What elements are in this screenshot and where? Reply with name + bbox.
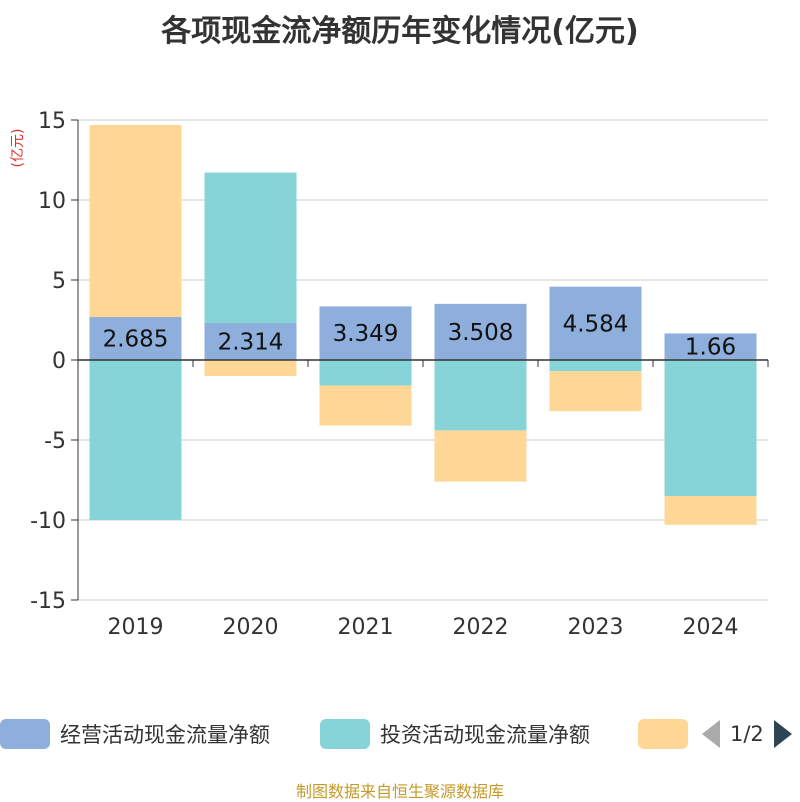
- bar-2022-series-2[interactable]: [434, 430, 527, 482]
- bar-2022-series-0[interactable]: [434, 303, 527, 360]
- y-tick-label: -15: [30, 589, 66, 614]
- data-label-2024: 1.66: [685, 335, 736, 361]
- bar-2021-series-0[interactable]: [319, 306, 412, 360]
- legend-item-financing[interactable]: [638, 716, 698, 752]
- y-tick-label: 10: [38, 189, 66, 214]
- x-tick-label: 2021: [338, 615, 394, 640]
- data-label-2019: 2.685: [103, 327, 169, 353]
- legend-swatch-operating: [0, 719, 50, 749]
- bar-2023-series-0[interactable]: [549, 286, 642, 360]
- source-note: 制图数据来自恒生聚源数据库: [295, 782, 504, 801]
- x-tick-label: 2022: [453, 615, 509, 640]
- legend-swatch-financing: [638, 719, 688, 749]
- data-label-2021: 3.349: [333, 321, 399, 347]
- y-tick-label: 5: [52, 269, 66, 294]
- bar-2023-series-1[interactable]: [549, 360, 642, 372]
- y-tick-label: -5: [44, 429, 66, 454]
- legend-label-investing: 投资活动现金流量净额: [380, 723, 590, 747]
- bar-2022-series-1[interactable]: [434, 360, 527, 431]
- data-labels: 2.685 2.314 3.349 3.508 4.584 1.66: [103, 311, 737, 360]
- legend: 经营活动现金流量净额 投资活动现金流量净额 1/2: [0, 716, 800, 756]
- bar-2019-series-0[interactable]: [89, 317, 182, 360]
- legend-item-investing[interactable]: 投资活动现金流量净额: [320, 716, 590, 752]
- bar-2020-series-2[interactable]: [204, 360, 297, 376]
- y-tick-label: -10: [30, 509, 66, 534]
- legend-pager: 1/2: [702, 716, 792, 752]
- x-tick-label: 2023: [568, 615, 624, 640]
- bar-2021-series-1[interactable]: [319, 360, 412, 386]
- pager-prev-icon[interactable]: [702, 720, 720, 748]
- bar-2020-series-1[interactable]: [204, 172, 297, 323]
- x-tick-label: 2020: [223, 615, 279, 640]
- x-tick-label: 2024: [683, 615, 739, 640]
- pager-next-icon[interactable]: [773, 720, 792, 748]
- y-tick-label: 15: [38, 109, 66, 134]
- bar-2023-series-2[interactable]: [549, 371, 642, 412]
- legend-item-operating[interactable]: 经营活动现金流量净额: [0, 716, 270, 752]
- pager-page-text: 1/2: [730, 722, 764, 746]
- bar-2019-series-1[interactable]: [89, 360, 182, 520]
- data-label-2020: 2.314: [218, 329, 284, 355]
- data-label-2022: 3.508: [448, 320, 514, 346]
- y-tick-label: 0: [52, 349, 66, 374]
- bar-2024-series-1[interactable]: [664, 360, 757, 496]
- bar-2020-series-0[interactable]: [204, 322, 297, 360]
- axes: 15 10 5 0 -5 -10 -15 2019 2020 2021 2022 2023 2024: [30, 109, 769, 640]
- bar-2024-series-0[interactable]: [664, 333, 757, 360]
- data-label-2023: 4.584: [563, 311, 629, 337]
- legend-swatch-investing: [320, 719, 370, 749]
- chart-title: 各项现金流净额历年变化情况(亿元): [161, 14, 639, 49]
- bar-2024-series-2[interactable]: [664, 496, 757, 525]
- bar-2021-series-2[interactable]: [319, 385, 412, 426]
- legend-label-operating: 经营活动现金流量净额: [60, 723, 270, 747]
- x-tick-label: 2019: [108, 615, 164, 640]
- bar-series: [89, 125, 757, 525]
- bar-2019-series-2[interactable]: [89, 125, 182, 318]
- y-axis-unit-label: (亿元): [10, 129, 26, 168]
